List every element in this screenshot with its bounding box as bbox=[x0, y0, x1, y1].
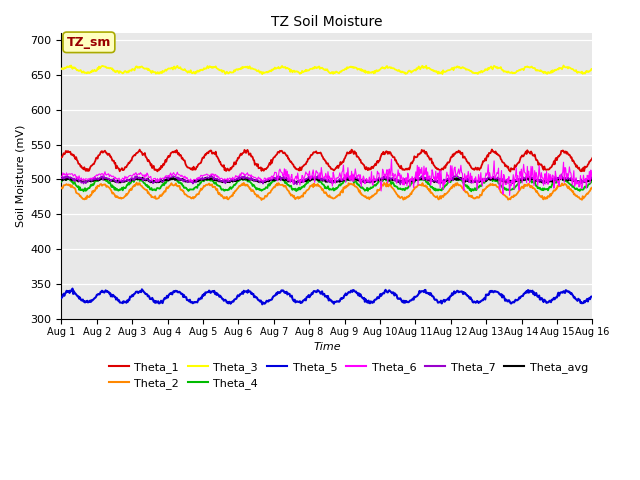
X-axis label: Time: Time bbox=[313, 342, 340, 352]
Y-axis label: Soil Moisture (mV): Soil Moisture (mV) bbox=[15, 125, 25, 227]
Text: TZ_sm: TZ_sm bbox=[67, 36, 111, 49]
Legend: Theta_1, Theta_2, Theta_3, Theta_4, Theta_5, Theta_6, Theta_7, Theta_avg: Theta_1, Theta_2, Theta_3, Theta_4, Thet… bbox=[104, 358, 593, 394]
Title: TZ Soil Moisture: TZ Soil Moisture bbox=[271, 15, 383, 29]
